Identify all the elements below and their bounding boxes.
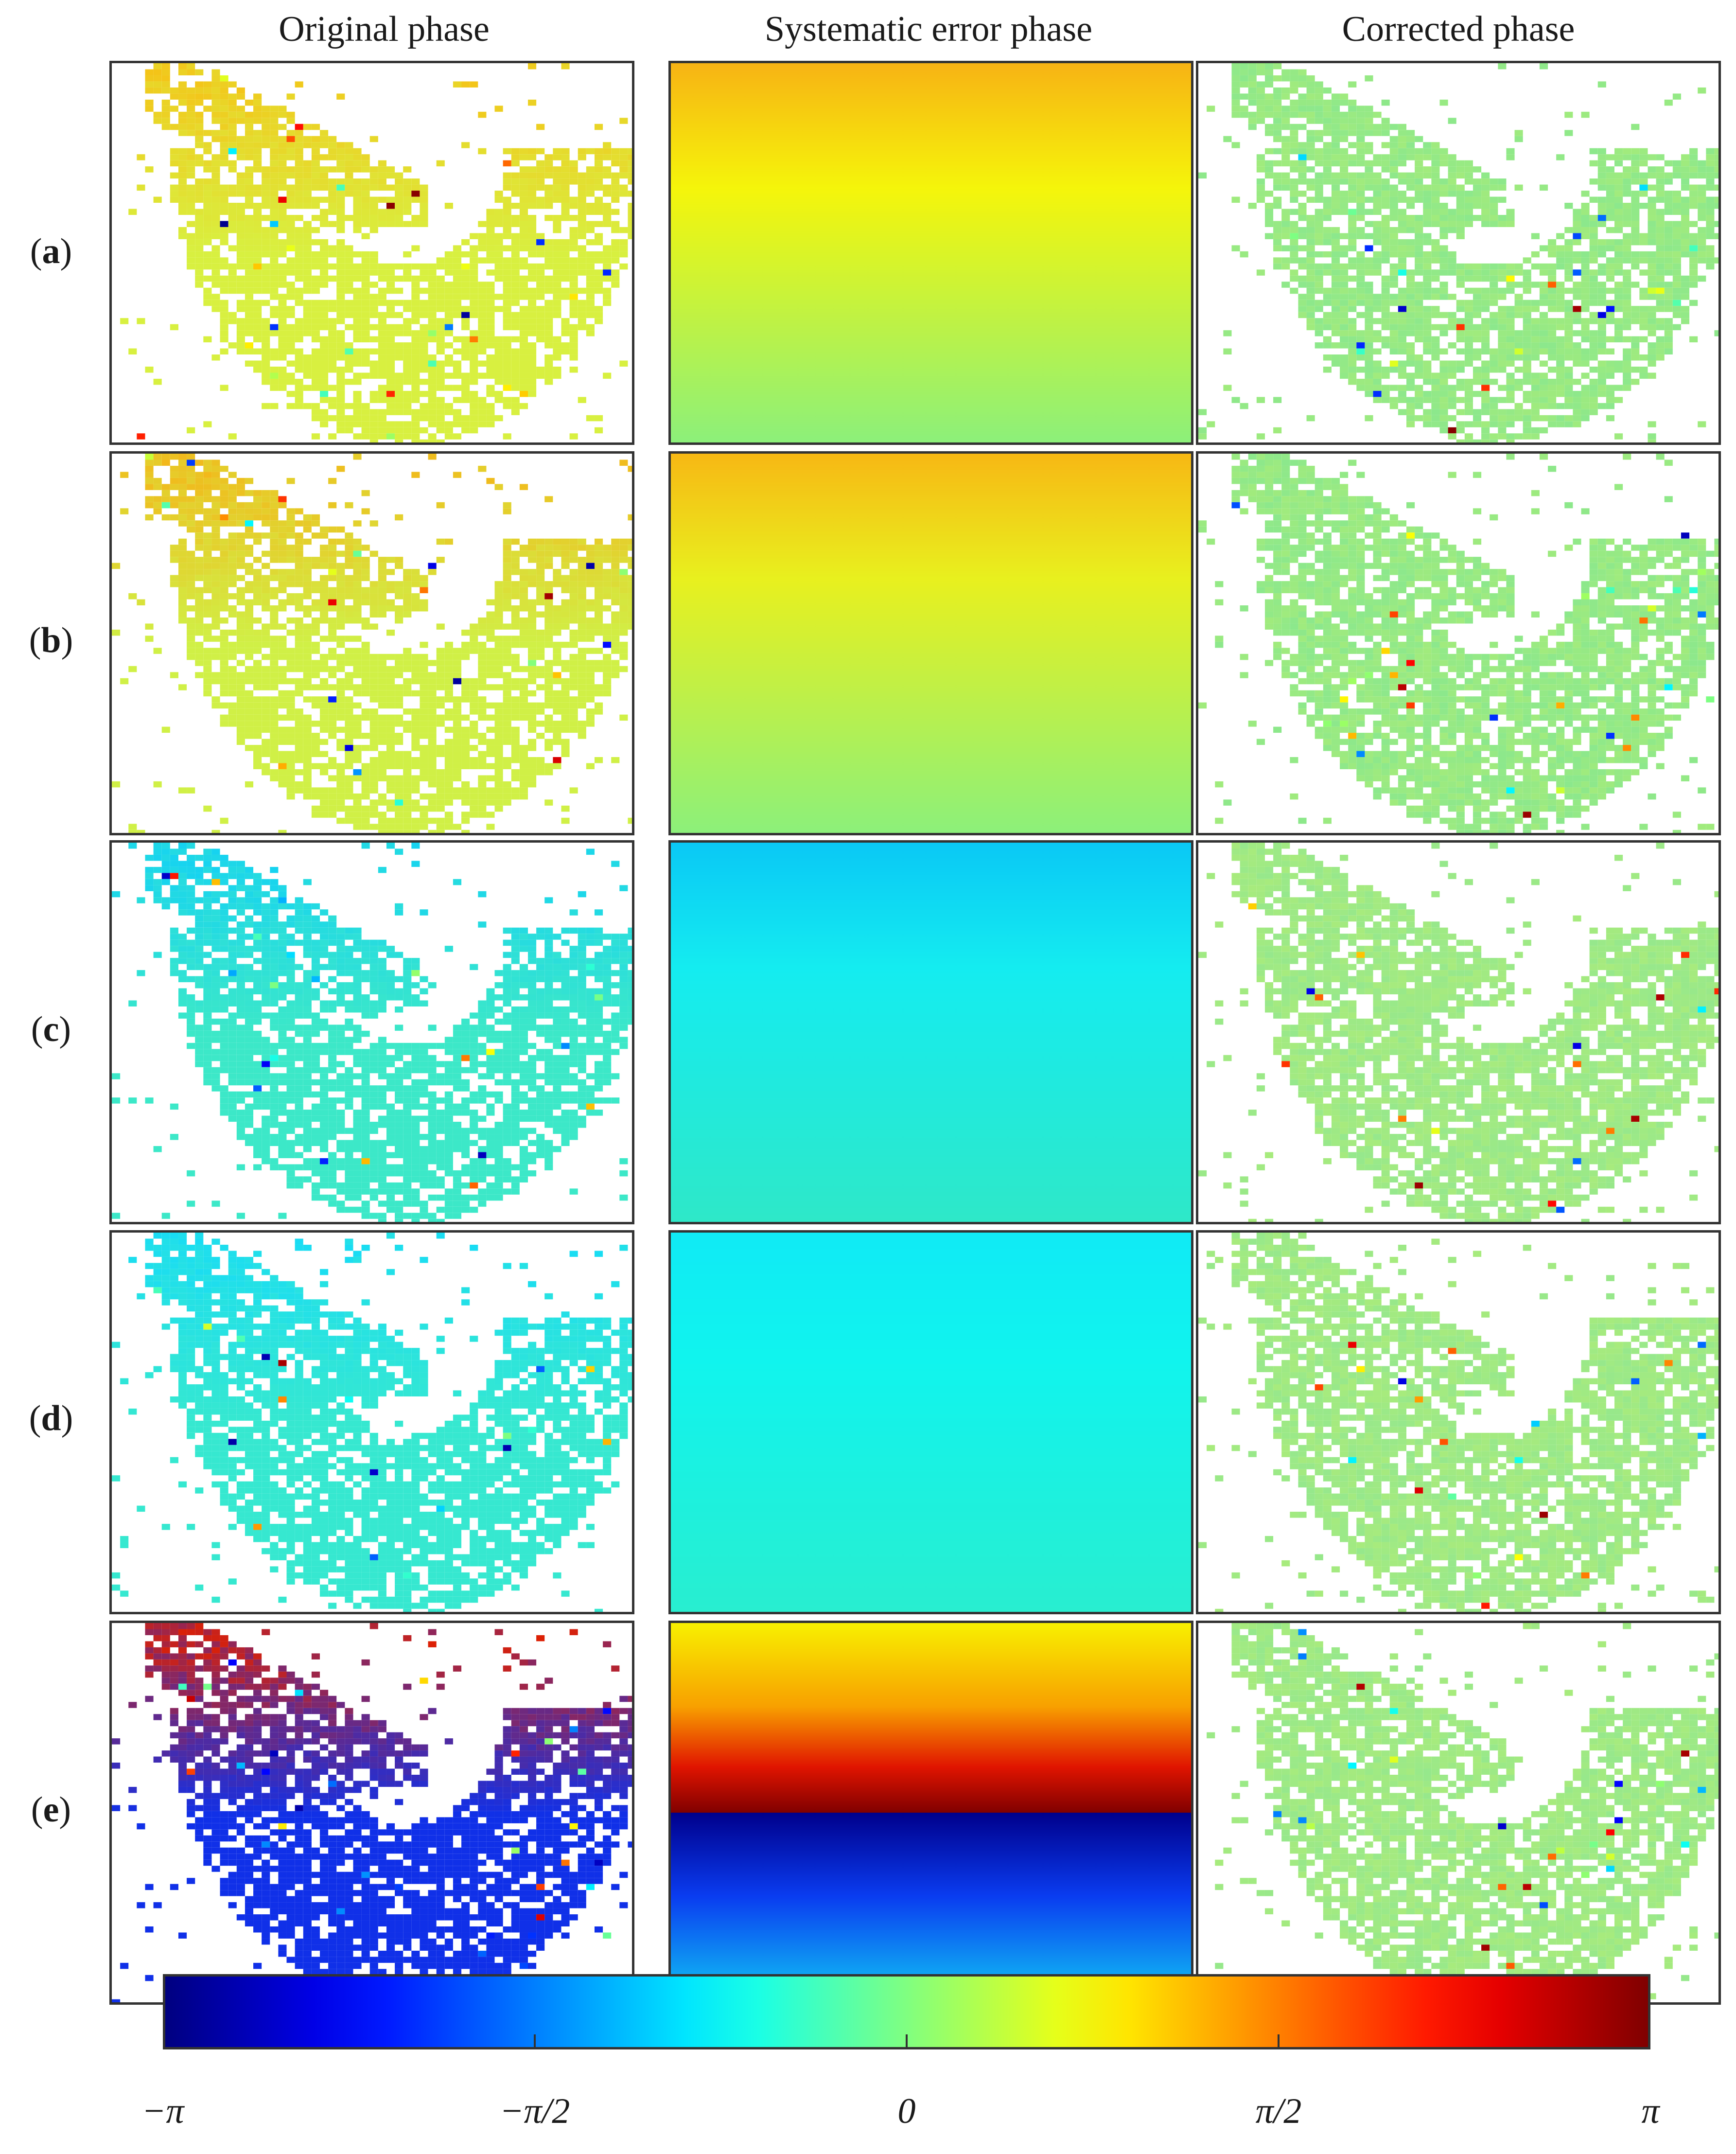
panel-c-original	[109, 840, 634, 1224]
colorbar-tick-mark	[534, 2034, 536, 2047]
panel-a-corrected-image	[1198, 63, 1718, 442]
panel-e-corrected-image	[1207, 1623, 1718, 2002]
colorbar-tick-label: π	[1641, 2091, 1660, 2131]
column-title-original: Original phase	[279, 9, 490, 49]
panel-d-original-image	[112, 1233, 632, 1612]
panel-e-error-image	[671, 1623, 1191, 2002]
panel-a-error-image	[671, 63, 1191, 442]
panel-d-original	[109, 1230, 634, 1614]
colorbar-tick-mark	[906, 2034, 908, 2047]
panel-a-original-image	[120, 63, 632, 442]
panel-e-corrected	[1196, 1621, 1721, 2005]
panel-d-error	[668, 1230, 1193, 1614]
panel-b-corrected	[1196, 451, 1721, 835]
panel-d-corrected-image	[1198, 1233, 1718, 1612]
panel-c-corrected	[1196, 840, 1721, 1224]
panel-d-error-image	[671, 1233, 1191, 1612]
colorbar-tick-label: −π	[141, 2091, 184, 2131]
row-label-d: (d)	[29, 1398, 73, 1438]
colorbar-tick-label: 0	[897, 2091, 916, 2131]
panel-b-original	[109, 451, 634, 835]
panel-c-error-image	[671, 843, 1191, 1222]
row-label-b: (b)	[29, 620, 73, 660]
row-label-a: (a)	[30, 231, 72, 271]
colorbar-tick-label: π/2	[1255, 2091, 1302, 2131]
panel-e-original	[109, 1621, 634, 2005]
panel-a-original	[109, 61, 634, 445]
panel-e-error	[668, 1621, 1193, 2005]
panel-a-corrected	[1196, 61, 1721, 445]
panel-b-corrected-image	[1198, 454, 1718, 833]
column-title-corrected: Corrected phase	[1342, 9, 1575, 49]
panel-c-original-image	[112, 843, 632, 1222]
panel-b-original-image	[112, 454, 632, 833]
panel-e-original-image	[112, 1623, 632, 2002]
colorbar-tick-label: −π/2	[499, 2091, 570, 2131]
panel-c-error	[668, 840, 1193, 1224]
panel-b-error-image	[671, 454, 1191, 833]
panel-a-error	[668, 61, 1193, 445]
column-title-systematic-error: Systematic error phase	[765, 9, 1092, 49]
row-label-c: (c)	[31, 1009, 71, 1049]
panel-d-corrected	[1196, 1230, 1721, 1614]
panel-c-corrected-image	[1198, 843, 1718, 1222]
row-label-e: (e)	[31, 1790, 71, 1830]
colorbar-tick-mark	[1278, 2034, 1280, 2047]
panel-b-error	[668, 451, 1193, 835]
